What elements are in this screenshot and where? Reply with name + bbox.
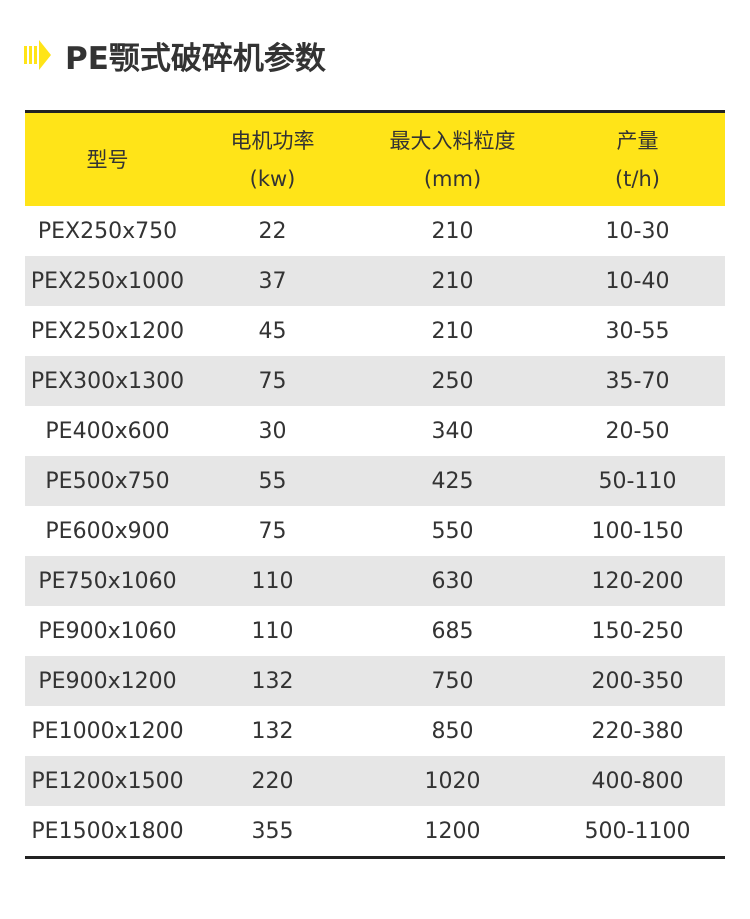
- table-cell: 425: [355, 456, 550, 506]
- column-header-unit: (t/h): [614, 166, 660, 191]
- table-cell: 340: [431, 418, 474, 444]
- table-row: PE500x750 55 425 50-110: [25, 456, 725, 506]
- column-header-label: 型号: [86, 147, 129, 172]
- table-cell: PE500x750: [25, 456, 190, 506]
- column-header: 型号: [25, 111, 190, 206]
- table-cell: 750: [355, 656, 550, 706]
- table-cell: 220: [190, 756, 355, 806]
- table-row: PE900x1060 110 685 150-250: [25, 606, 725, 656]
- table-cell: 210: [431, 318, 474, 344]
- table-row: PEX250x1000 37 210 10-40: [25, 256, 725, 306]
- table-cell: 220-380: [591, 718, 684, 744]
- table-cell: 250: [355, 356, 550, 406]
- table-cell: 210: [431, 218, 474, 244]
- table-cell: PE1200x1500: [25, 756, 190, 806]
- table-row: PE1200x1500 220 1020 400-800: [25, 756, 725, 806]
- table-cell: 500-1100: [584, 818, 691, 844]
- table-cell: 10-40: [550, 256, 725, 306]
- table-cell: PEX300x1300: [25, 356, 190, 406]
- table-cell: 1020: [355, 756, 550, 806]
- table-cell: 210: [355, 256, 550, 306]
- table-cell: 132: [190, 656, 355, 706]
- table-cell: 132: [251, 718, 294, 744]
- column-header-unit: (kw): [249, 166, 296, 191]
- page-title: PE颚式破碎机参数: [65, 40, 326, 77]
- column-header-label: 最大入料粒度: [389, 128, 516, 153]
- table-cell: 55: [190, 456, 355, 506]
- table-cell: 550: [431, 518, 474, 544]
- table-cell: 50-110: [550, 456, 725, 506]
- page-title-block: PE颚式破碎机参数: [24, 32, 326, 78]
- table-cell: PE1000x1200: [31, 718, 184, 744]
- table-cell: 120-200: [550, 556, 725, 606]
- column-header-unit: (mm): [423, 166, 482, 191]
- table-row: PEX250x750 22 210 10-30: [25, 206, 725, 256]
- table-row: PEX300x1300 75 250 35-70: [25, 356, 725, 406]
- table-row: PE400x600 30 340 20-50: [25, 406, 725, 456]
- column-header: 产量 (t/h): [550, 111, 725, 206]
- table-cell: 630: [355, 556, 550, 606]
- table-cell: PE900x1060: [38, 618, 177, 644]
- table-cell: 110: [190, 556, 355, 606]
- column-header: 电机功率 (kw): [190, 111, 355, 206]
- spec-table: 型号 电机功率 (kw) 最大入料粒度 (mm) 产量 (t/h) PEX250x750 22…: [25, 110, 725, 859]
- table-cell: PE900x1200: [25, 656, 190, 706]
- table-cell: 110: [251, 618, 294, 644]
- table-cell: 1200: [424, 818, 481, 844]
- table-cell: 30-55: [605, 318, 670, 344]
- table-cell: 850: [431, 718, 474, 744]
- table-cell: 30: [258, 418, 287, 444]
- table-cell: 20-50: [605, 418, 670, 444]
- table-cell: 150-250: [591, 618, 684, 644]
- table-row: PE900x1200 132 750 200-350: [25, 656, 725, 706]
- table-cell: 75: [258, 518, 287, 544]
- table-cell: 10-30: [605, 218, 670, 244]
- table-cell: 75: [190, 356, 355, 406]
- column-header: 最大入料粒度 (mm): [355, 111, 550, 206]
- table-cell: 200-350: [550, 656, 725, 706]
- table-header: 型号 电机功率 (kw) 最大入料粒度 (mm) 产量 (t/h): [25, 111, 725, 206]
- table-cell: PE400x600: [45, 418, 170, 444]
- table-cell: 100-150: [591, 518, 684, 544]
- table-cell: PEX250x1000: [25, 256, 190, 306]
- arrow-right-icon: [24, 40, 51, 70]
- column-header-label: 电机功率: [230, 128, 315, 153]
- column-header-label: 产量: [616, 128, 659, 153]
- table-cell: 22: [258, 218, 287, 244]
- table-cell: 400-800: [550, 756, 725, 806]
- table-row: PE1500x1800 355 1200 500-1100: [25, 806, 725, 858]
- table-cell: PE1500x1800: [31, 818, 184, 844]
- table-cell: 355: [251, 818, 294, 844]
- table-cell: 37: [190, 256, 355, 306]
- table-cell: PEX250x750: [37, 218, 178, 244]
- table-cell: PE750x1060: [25, 556, 190, 606]
- table-row: PEX250x1200 45 210 30-55: [25, 306, 725, 356]
- table-cell: 45: [258, 318, 287, 344]
- table-cell: 685: [431, 618, 474, 644]
- table-cell: PE600x900: [45, 518, 170, 544]
- table-cell: PEX250x1200: [30, 318, 185, 344]
- table-cell: 35-70: [550, 356, 725, 406]
- table-row: PE600x900 75 550 100-150: [25, 506, 725, 556]
- table-row: PE1000x1200 132 850 220-380: [25, 706, 725, 756]
- table-row: PE750x1060 110 630 120-200: [25, 556, 725, 606]
